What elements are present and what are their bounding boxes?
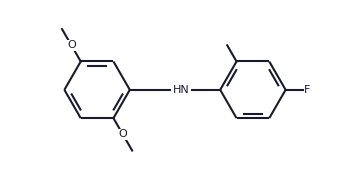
Text: F: F bbox=[304, 85, 311, 95]
Text: HN: HN bbox=[173, 85, 190, 95]
Text: O: O bbox=[67, 40, 76, 50]
Text: O: O bbox=[118, 129, 127, 139]
